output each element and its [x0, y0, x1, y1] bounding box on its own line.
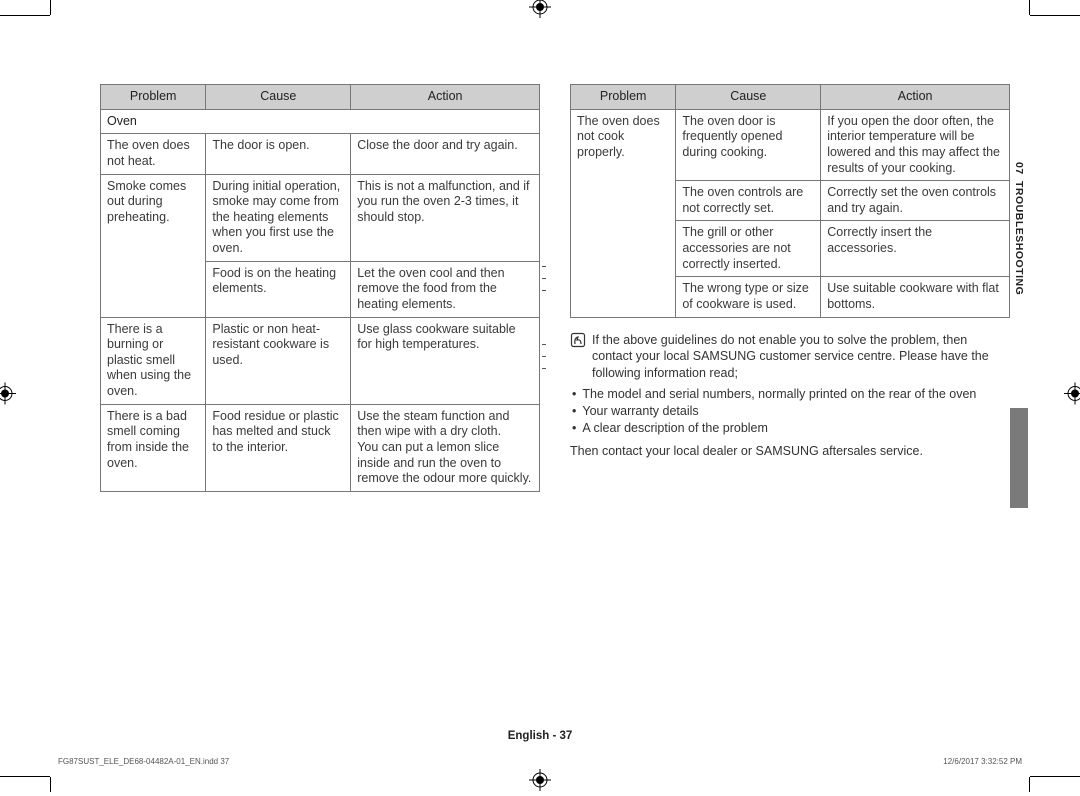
table-header-row: Problem Cause Action — [101, 85, 540, 110]
cell-cause: Plastic or non heat-resistant cookware i… — [206, 317, 351, 404]
crop-mark — [1029, 777, 1030, 792]
table-row: There is a burning or plastic smell when… — [101, 317, 540, 404]
cell-action: Correctly set the oven controls and try … — [821, 181, 1010, 221]
list-item: A clear description of the problem — [584, 420, 1010, 437]
troubleshooting-table-left: Problem Cause Action Oven The oven does … — [100, 84, 540, 492]
crop-mark — [1029, 0, 1030, 15]
cell-action: Correctly insert the accessories. — [821, 221, 1010, 277]
col-header-cause: Cause — [206, 85, 351, 110]
col-header-action: Action — [351, 85, 540, 110]
cell-cause: Food is on the heating elements. — [206, 261, 351, 317]
registration-mark-right — [1064, 383, 1080, 410]
note-bullet-list: The model and serial numbers, normally p… — [570, 386, 1010, 437]
table-row: The oven does not cook properly. The ove… — [571, 109, 1010, 181]
cell-action: Use glass cookware suitable for high tem… — [351, 317, 540, 404]
list-item: Your warranty details — [584, 403, 1010, 420]
content-area: Problem Cause Action Oven The oven does … — [100, 84, 1010, 492]
table-row: The oven does not heat. The door is open… — [101, 134, 540, 174]
registration-mark-top — [529, 0, 551, 23]
cell-action: Close the door and try again. — [351, 134, 540, 174]
crop-mark — [50, 0, 51, 15]
left-column: Problem Cause Action Oven The oven does … — [100, 84, 540, 492]
cell-cause: During initial operation, smoke may come… — [206, 174, 351, 261]
section-tab: 07 TROUBLESHOOTING — [1010, 162, 1028, 295]
footer-timestamp: 12/6/2017 3:32:52 PM — [943, 757, 1022, 766]
table-row: There is a bad smell coming from inside … — [101, 404, 540, 491]
page-root: 07 TROUBLESHOOTING Problem Cause Action … — [0, 0, 1080, 792]
cell-cause: Food residue or plastic has melted and s… — [206, 404, 351, 491]
table-section-label: Oven — [101, 109, 540, 134]
table-header-row: Problem Cause Action — [571, 85, 1010, 110]
cell-cause: The door is open. — [206, 134, 351, 174]
cell-action: If you open the door often, the interior… — [821, 109, 1010, 181]
note-trail-text: Then contact your local dealer or SAMSUN… — [570, 443, 1010, 460]
cell-cause: The oven controls are not correctly set. — [676, 181, 821, 221]
cell-problem: The oven does not heat. — [101, 134, 206, 174]
page-number-label: English - 37 — [0, 730, 1080, 742]
footer-filename: FG87SUST_ELE_DE68-04482A-01_EN.indd 37 — [58, 757, 229, 766]
section-number: 07 — [1013, 162, 1025, 175]
troubleshooting-table-right: Problem Cause Action The oven does not c… — [570, 84, 1010, 318]
cell-problem: Smoke comes out during preheating. — [101, 174, 206, 317]
crop-mark — [1030, 776, 1080, 777]
thumb-index-bar — [1010, 408, 1028, 508]
col-header-problem: Problem — [101, 85, 206, 110]
cell-problem: There is a burning or plastic smell when… — [101, 317, 206, 404]
notes-block: If the above guidelines do not enable yo… — [570, 332, 1010, 460]
table-row: Smoke comes out during preheating. Durin… — [101, 174, 540, 261]
col-header-action: Action — [821, 85, 1010, 110]
section-title: TROUBLESHOOTING — [1013, 181, 1025, 295]
cell-action: Use the steam function and then wipe wit… — [351, 404, 540, 491]
cell-action: Let the oven cool and then remove the fo… — [351, 261, 540, 317]
cell-cause: The grill or other accessories are not c… — [676, 221, 821, 277]
crop-mark — [0, 15, 50, 16]
cell-action: This is not a malfunction, and if you ru… — [351, 174, 540, 261]
col-header-problem: Problem — [571, 85, 676, 110]
note-lead-text: If the above guidelines do not enable yo… — [592, 332, 1010, 383]
cell-action: Use suitable cookware with flat bottoms. — [821, 277, 1010, 317]
cell-cause: The wrong type or size of cookware is us… — [676, 277, 821, 317]
note-icon — [570, 332, 586, 383]
table-section-row: Oven — [101, 109, 540, 134]
crop-mark — [0, 776, 50, 777]
list-item: The model and serial numbers, normally p… — [584, 386, 1010, 403]
cell-cause: The oven door is frequently opened durin… — [676, 109, 821, 181]
cell-problem: The oven does not cook properly. — [571, 109, 676, 317]
right-column: Problem Cause Action The oven does not c… — [570, 84, 1010, 492]
crop-mark — [1030, 15, 1080, 16]
cell-problem: There is a bad smell coming from inside … — [101, 404, 206, 491]
print-footer: FG87SUST_ELE_DE68-04482A-01_EN.indd 37 1… — [58, 757, 1022, 766]
registration-mark-left — [0, 383, 16, 410]
col-header-cause: Cause — [676, 85, 821, 110]
crop-mark — [50, 777, 51, 792]
